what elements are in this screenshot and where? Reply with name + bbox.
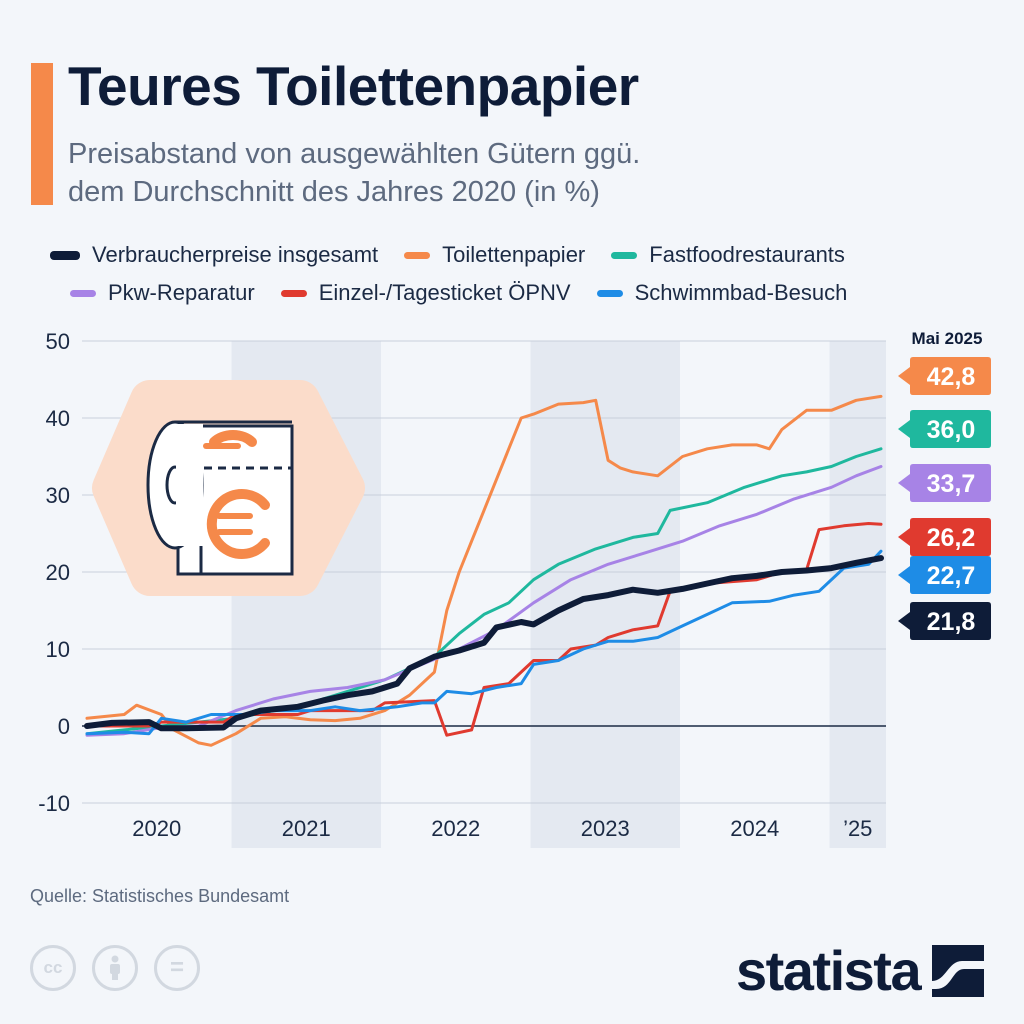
legend-item-toilettenpapier: Toilettenpapier	[404, 242, 585, 268]
legend-item-schwimmbad: Schwimmbad-Besuch	[596, 280, 848, 306]
end-label-tag	[898, 556, 991, 594]
y-tick-label: 30	[46, 483, 70, 508]
legend-label: Pkw-Reparatur	[108, 280, 255, 305]
end-label-tag	[898, 602, 991, 640]
legend-label: Einzel-/Tagesticket ÖPNV	[318, 280, 571, 305]
line-chart: -10 0 10 20 30 40 50 2020 2021 2022 2023 2024 ’25 M…	[38, 329, 991, 848]
source-note: Quelle: Statistisches Bundesamt	[30, 886, 290, 906]
legend-swatch	[50, 250, 80, 260]
legend-row-2: Pkw-Reparatur Einzel-/Tagesticket ÖPNV S…	[50, 274, 1010, 312]
y-tick-label: -10	[38, 791, 70, 816]
chart-subtitle: Preisabstand von ausgewählten Gütern ggü…	[68, 135, 768, 211]
x-tick-label: 2021	[282, 816, 331, 841]
license-icons: cc =	[30, 945, 216, 991]
end-label-header: Mai 2025	[912, 329, 983, 348]
series-line	[84, 555, 884, 732]
no-derivatives-icon[interactable]: =	[154, 945, 200, 991]
end-label-tag	[898, 357, 991, 395]
cc-icon[interactable]: cc	[30, 945, 76, 991]
legend-item-pkw: Pkw-Reparatur	[70, 280, 255, 306]
end-label-tag	[898, 518, 991, 556]
series-lines	[84, 394, 884, 747]
subtitle-line-1: Preisabstand von ausgewählten Gütern ggü…	[68, 138, 641, 170]
x-axis-tick-labels: 2020 2021 2022 2023 2024 ’25	[132, 816, 872, 841]
end-label: 22,7	[898, 556, 991, 594]
end-label-value: 36,0	[927, 416, 976, 444]
x-tick-label: 2023	[581, 816, 630, 841]
end-label: 26,2	[898, 518, 991, 556]
y-tick-label: 10	[46, 637, 70, 662]
subtitle-line-2: dem Durchschnitt des Jahres 2020 (in %)	[68, 176, 600, 208]
series-line	[85, 549, 883, 736]
statista-mark-icon	[932, 944, 985, 997]
y-tick-label: 0	[58, 714, 70, 739]
legend-swatch	[404, 251, 431, 259]
legend-swatch	[611, 251, 638, 259]
end-label: 33,7	[898, 464, 991, 502]
legend-item-oepnv: Einzel-/Tagesticket ÖPNV	[280, 280, 571, 306]
end-label: 21,8	[898, 602, 991, 640]
toilet-paper-euro-icon	[92, 380, 365, 596]
end-label-value: 26,2	[927, 524, 976, 552]
x-tick-label: 2024	[730, 816, 779, 841]
legend-label: Toilettenpapier	[442, 242, 586, 267]
end-label-value: 33,7	[927, 470, 976, 498]
legend: Verbraucherpreise insgesamt Toilettenpap…	[50, 236, 1010, 312]
attribution-icon[interactable]	[92, 945, 138, 991]
legend-swatch	[596, 289, 623, 297]
statista-logo[interactable]: statista	[736, 938, 985, 1003]
end-label: 42,8	[898, 357, 991, 395]
end-label-tag	[898, 464, 991, 502]
y-axis-tick-labels: -10 0 10 20 30 40 50	[38, 329, 70, 816]
series-line	[85, 394, 883, 747]
legend-row-1: Verbraucherpreise insgesamt Toilettenpap…	[50, 236, 1010, 274]
x-tick-label: ’25	[843, 816, 872, 841]
legend-label: Schwimmbad-Besuch	[634, 280, 848, 305]
end-label-value: 42,8	[927, 363, 976, 391]
year-band-2025	[829, 341, 886, 848]
legend-item-verbraucherpreise: Verbraucherpreise insgesamt	[50, 242, 378, 268]
end-label: 36,0	[898, 410, 991, 448]
legend-swatch	[70, 289, 96, 297]
legend-label: Verbraucherpreise insgesamt	[92, 242, 379, 267]
y-tick-label: 20	[46, 560, 70, 585]
end-label-value: 21,8	[927, 608, 976, 636]
end-labels: 42,8 36,0 33,7 26,2 22,7 21,8	[898, 357, 991, 640]
end-label-tag	[898, 410, 991, 448]
x-tick-label: 2022	[431, 816, 480, 841]
y-tick-label: 40	[46, 406, 70, 431]
brand-wordmark: statista	[736, 939, 922, 1002]
end-label-value: 22,7	[927, 562, 976, 590]
legend-item-fastfood: Fastfoodrestaurants	[611, 242, 845, 268]
x-tick-label: 2020	[132, 816, 181, 841]
legend-swatch	[280, 289, 307, 297]
y-tick-label: 50	[46, 329, 70, 354]
chart-title: Teures Toilettenpapier	[68, 55, 639, 117]
accent-bar	[31, 63, 53, 205]
legend-label: Fastfoodrestaurants	[649, 242, 845, 267]
